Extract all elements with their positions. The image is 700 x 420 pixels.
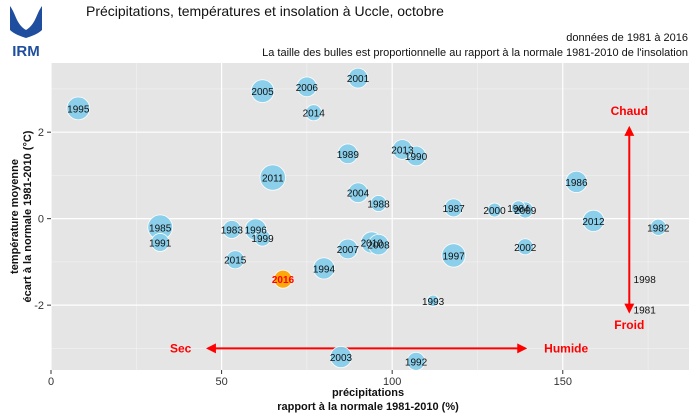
bubble-label-1986: 1986 [565, 178, 588, 189]
bubble-label-2014: 2014 [303, 109, 326, 120]
annotation-chaud: Chaud [611, 104, 648, 118]
bubble-label-1991: 1991 [149, 238, 172, 249]
chart-title: Précipitations, températures et insolati… [86, 3, 444, 19]
bubble-label-1990: 1990 [405, 152, 428, 163]
bubble-label-1999: 1999 [251, 234, 274, 245]
bubble-2001 [347, 67, 369, 89]
y-tick-label: -2 [34, 300, 44, 312]
bubble-label-2008: 2008 [367, 241, 390, 252]
bubble-label-2009: 2009 [514, 206, 537, 217]
bubble-label-1994: 1994 [313, 264, 336, 275]
bubble-label-2003: 2003 [330, 353, 353, 364]
x-tick-label: 0 [48, 376, 54, 388]
bubble-label-1996: 1996 [245, 225, 268, 236]
bubble-2004 [347, 182, 369, 203]
bubble-label-1989: 1989 [337, 150, 360, 161]
bubble-label-1987: 1987 [442, 204, 465, 215]
bubble-label-2004: 2004 [347, 189, 370, 200]
irm-logo-emblem [10, 6, 42, 38]
irm-logo-text: IRM [12, 43, 40, 60]
bubble-label-2016: 2016 [272, 275, 295, 286]
bubble-label-1992: 1992 [405, 357, 428, 368]
bubble-label-1981: 1981 [634, 305, 657, 316]
bubble-2011 [259, 164, 286, 191]
annotation-froid: Froid [614, 318, 644, 332]
bubble-1991 [150, 233, 170, 252]
bubble-label-2010: 2010 [361, 238, 384, 249]
bubble-1992 [406, 351, 426, 371]
bubble-2005 [250, 79, 275, 103]
bubble-label-2012: 2012 [582, 217, 605, 228]
bubble-1997 [441, 243, 466, 268]
bubble-1986 [565, 170, 588, 193]
period-note: données de 1981 à 2016 [566, 32, 688, 44]
annotation-humide: Humide [544, 341, 588, 355]
y-axis-subtitle: écart à la normale 1981-2010 (°C) [22, 130, 34, 302]
bubble-label-1983: 1983 [221, 225, 244, 236]
bubble-label-1982: 1982 [647, 223, 670, 234]
irm-logo: IRM [10, 6, 42, 60]
bubble-2013 [392, 139, 413, 160]
x-tick-label: 100 [383, 376, 401, 388]
bubble-label-1993: 1993 [422, 297, 445, 308]
bubble-1995 [66, 96, 91, 121]
bubble-2008 [367, 233, 390, 256]
bubble-2000 [487, 202, 502, 218]
bubble-1983 [222, 220, 242, 239]
annotation-sec: Sec [170, 341, 192, 355]
x-axis-title: précipitations [332, 387, 404, 399]
bubble-1994 [312, 257, 335, 280]
bubble-1987 [444, 198, 463, 218]
y-tick-label: 2 [38, 127, 44, 139]
bubble-2014 [305, 104, 323, 122]
bubble-label-2013: 2013 [391, 145, 414, 156]
y-tick-label: 0 [38, 214, 44, 226]
bubble-label-1997: 1997 [442, 251, 465, 262]
bubble-1999 [254, 229, 271, 247]
bubble-label-1984: 1984 [507, 204, 530, 215]
bubble-1984 [511, 200, 526, 216]
bubble-label-1998: 1998 [634, 275, 657, 286]
bubble-label-2011: 2011 [262, 174, 284, 185]
bubble-1993 [427, 294, 440, 307]
bubble-1988 [370, 195, 387, 212]
bubble-label-1985: 1985 [149, 223, 172, 234]
bubble-label-2002: 2002 [514, 243, 537, 254]
bubble-label-2000: 2000 [483, 206, 506, 217]
bubble-2003 [329, 345, 353, 369]
bubble-label-2001: 2001 [347, 74, 370, 85]
x-axis-subtitle: rapport à la normale 1981-2010 (%) [277, 401, 459, 413]
bubble-label-2015: 2015 [224, 256, 247, 267]
bubble-label-1995: 1995 [67, 104, 90, 115]
bubble-1982 [649, 218, 667, 236]
bubble-2006 [296, 76, 318, 98]
bubble-2016 [273, 269, 293, 289]
bubble-label-1988: 1988 [367, 200, 390, 211]
bubble-2007 [337, 238, 359, 260]
bubble-1989 [337, 143, 359, 165]
x-tick-label: 50 [215, 376, 227, 388]
bubble-label-2007: 2007 [337, 245, 360, 256]
bubble-2002 [516, 238, 534, 256]
bubble-2015 [225, 250, 245, 270]
bubble-2012 [582, 209, 605, 232]
x-tick-label: 150 [554, 376, 572, 388]
bubble-label-2005: 2005 [251, 87, 274, 98]
bubble-label-2006: 2006 [296, 83, 319, 94]
y-axis-title: température moyenne [9, 159, 21, 274]
bubble-size-note: La taille des bulles est proportionnelle… [262, 47, 688, 59]
